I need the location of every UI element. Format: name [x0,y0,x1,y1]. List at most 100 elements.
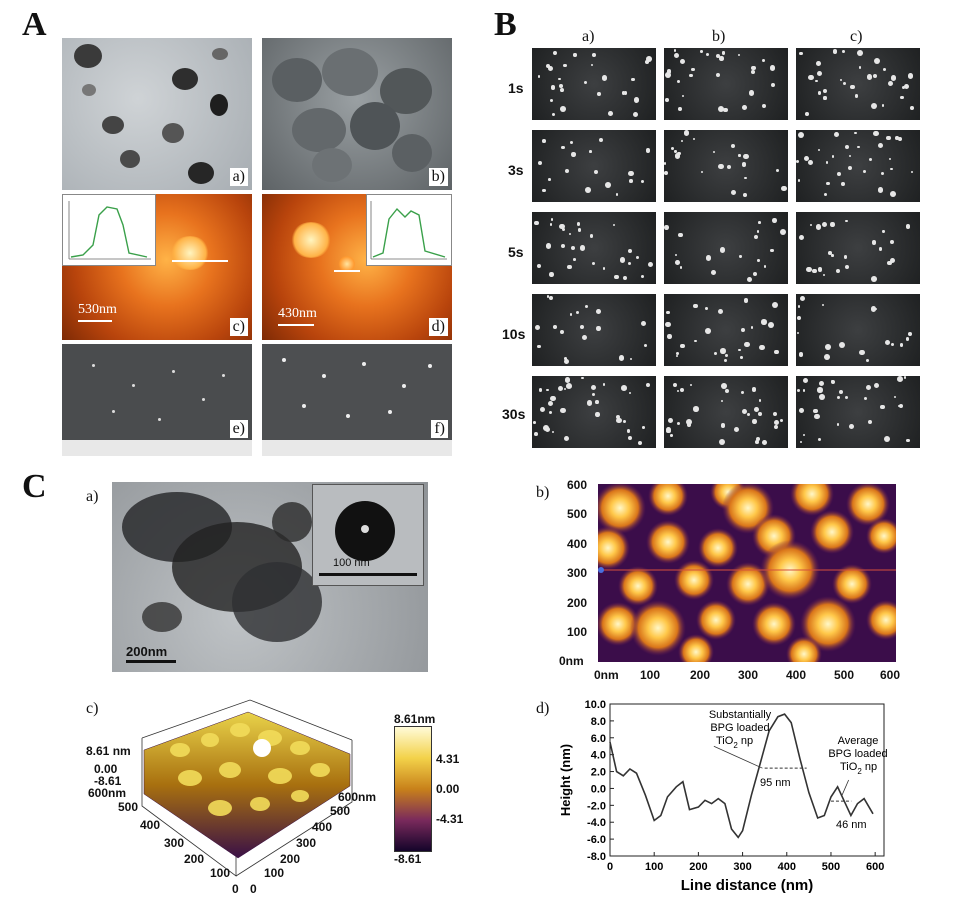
panel-a-sublabel-c: c) [229,318,248,336]
c-c-right-600: 600nm [338,790,377,804]
sem-tile-1s-col-2 [664,48,788,120]
sem-tile-5s-col-2 [664,212,788,284]
x-tick-label: 100 [645,861,663,873]
sem-tile-10s-col-2 [664,294,788,366]
c-b-ytick-400: 400 [567,537,588,551]
panel-c-sublabel-d: d) [536,700,550,717]
ann-left-1: Substantially [709,709,772,721]
sem-tile-10s-col-3 [796,294,920,366]
sem-tile-30s-col-2 [664,376,788,448]
y-tick-label: -8.0 [587,851,606,863]
c-c-right-500: 500 [330,804,351,818]
panel-b-row-3s: 3s [508,162,524,178]
panel-a-profile-inset-c [62,194,156,266]
y-tick-label: 6.0 [591,733,606,745]
ann-right-3b: np [862,761,877,773]
panel-a-scale-c: 530nm [78,302,117,317]
panel-a-sublabel-f: f) [431,420,448,438]
c-c-z-top: 8.61 nm [86,744,131,758]
ann-left-sub: 2 [733,741,738,750]
panel-b-col-c: c) [850,28,863,45]
c-b-ytick-100: 100 [567,625,588,639]
ann-right-2: BPG loaded [828,748,887,760]
c-c-left-500: 500 [118,800,139,814]
y-tick-label: 0.0 [591,783,606,795]
y-tick-label: -6.0 [587,834,606,846]
c-b-ytick-0: 0nm [559,654,584,668]
panel-a-tem-image-b: b) [262,38,452,190]
height-series-line [609,713,874,839]
panel-b-col-a: a) [582,28,595,45]
panel-b-col-b: b) [712,28,726,45]
pointer-right [841,779,850,796]
panel-c-inset-scale: 100 nm [333,557,370,569]
panel-c-sublabel-a: a) [86,488,99,505]
c-c-left-300: 300 [164,836,185,850]
c-b-xtick-300: 300 [738,668,759,682]
y-axis-label: Height (nm) [558,744,573,816]
panel-c-3d-surface [141,699,353,877]
height-profile-chart: 10.0 8.0 6.0 4.0 2.0 0.0 -2.0 -4.0 -6.0 -8.0 0 100… [558,699,888,894]
ann-left-width: 95 nm [760,777,791,789]
x-tick-label: 0 [607,861,613,873]
ann-right-1: Average [838,735,879,747]
panel-a-afm-image-d: 430nm d) [262,194,452,340]
ann-left-3b: np [738,735,753,747]
sem-tile-30s-col-3 [796,376,920,448]
panel-b-row-10s: 10s [502,326,526,342]
sem-tile-30s-col-1 [532,376,656,448]
c-c-left-600: 600nm [88,786,127,800]
sem-tile-10s-col-1 [532,294,656,366]
panel-b-row-1s: 1s [508,80,524,96]
ann-left-3: TiO [716,735,734,747]
c-c-z-mid: 0.00 [94,762,118,776]
panel-a-letter: A [22,6,47,43]
y-tick-label: -2.0 [587,800,606,812]
panel-a-scale-d: 430nm [278,306,317,321]
panel-b-row-30s: 30s [502,406,526,422]
c-c-right-0: 0 [250,882,257,896]
panel-c-scale: 200nm [126,644,168,659]
c-c-z-low: -8.61 [94,774,122,788]
c-b-xtick-600: 600 [880,668,901,682]
y-tick-label: 2.0 [591,767,606,779]
c-c-right-200: 200 [280,852,301,866]
panel-c-sublabel-b: b) [536,484,550,501]
c-b-xtick-100: 100 [640,668,661,682]
c-b-ytick-300: 300 [567,566,588,580]
sem-tile-3s-col-2 [664,130,788,202]
panel-a-sublabel-e: e) [229,420,248,438]
c-b-ytick-600: 600 [567,478,588,492]
panel-a-afm-image-c: 530nm c) [62,194,252,340]
sem-tile-3s-col-3 [796,130,920,202]
x-axis-label: Line distance (nm) [681,877,814,894]
x-tick-label: 300 [733,861,751,873]
y-tick-label: 4.0 [591,750,606,762]
panel-b-row-5s: 5s [508,244,524,260]
panel-c-afm-map [598,484,896,662]
svg-text:TiO2 np: TiO2 np [840,761,877,776]
panel-a-sublabel-a: a) [229,168,248,186]
sem-tile-3s-col-1 [532,130,656,202]
pointer-left [713,745,763,769]
panel-a-sublabel-b: b) [428,168,448,186]
y-tick-label: -4.0 [587,817,606,829]
c-c-right-100: 100 [264,866,285,880]
x-tick-label: 400 [778,861,796,873]
panel-c-tem-image: 100 nm 200nm [112,482,428,672]
c-b-xtick-200: 200 [690,668,711,682]
c-c-left-100: 100 [210,866,231,880]
cbar-431: 4.31 [436,752,460,766]
c-b-xtick-0: 0nm [594,668,619,682]
svg-text:TiO2 np: TiO2 np [716,735,753,750]
ann-right-sub: 2 [857,767,862,776]
cbar-min: -8.61 [394,852,422,866]
sem-tile-1s-col-1 [532,48,656,120]
c-c-left-400: 400 [140,818,161,832]
sem-tile-1s-col-3 [796,48,920,120]
c-b-xtick-400: 400 [786,668,807,682]
panel-a-sem-image-e: e) [62,344,252,456]
ann-right-3: TiO [840,761,858,773]
panel-b-letter: B [494,6,517,43]
sem-tile-5s-col-3 [796,212,920,284]
